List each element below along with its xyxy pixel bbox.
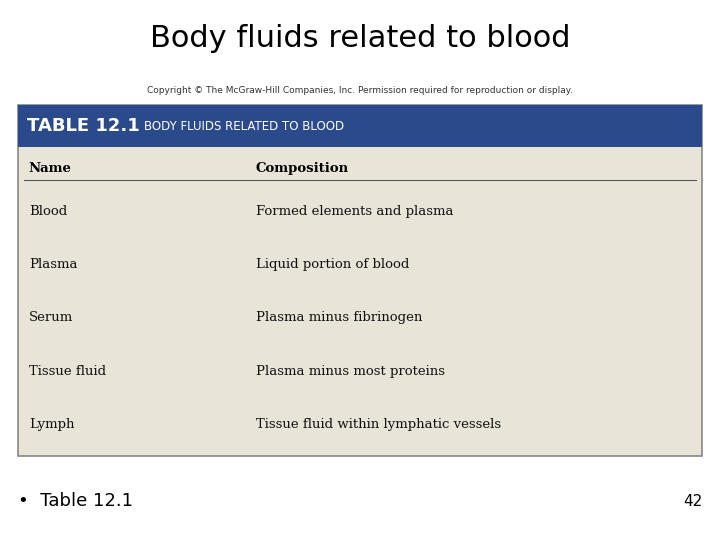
Text: Plasma minus fibrinogen: Plasma minus fibrinogen: [256, 311, 422, 325]
Text: Tissue fluid: Tissue fluid: [29, 364, 106, 377]
Text: Copyright © The McGraw-Hill Companies, Inc. Permission required for reproduction: Copyright © The McGraw-Hill Companies, I…: [147, 86, 573, 96]
Text: Blood: Blood: [29, 205, 67, 218]
Text: Plasma minus most proteins: Plasma minus most proteins: [256, 364, 445, 377]
Text: Plasma: Plasma: [29, 258, 77, 271]
Text: Lymph: Lymph: [29, 418, 74, 431]
Text: Name: Name: [29, 162, 72, 175]
Text: TABLE 12.1: TABLE 12.1: [27, 117, 140, 135]
Text: Serum: Serum: [29, 311, 73, 325]
Text: 42: 42: [683, 494, 702, 509]
Text: •  Table 12.1: • Table 12.1: [18, 492, 133, 510]
Text: Body fluids related to blood: Body fluids related to blood: [150, 24, 570, 53]
Text: Formed elements and plasma: Formed elements and plasma: [256, 205, 453, 218]
Text: BODY FLUIDS RELATED TO BLOOD: BODY FLUIDS RELATED TO BLOOD: [144, 119, 344, 133]
Bar: [18, 105, 702, 456]
Text: Tissue fluid within lymphatic vessels: Tissue fluid within lymphatic vessels: [256, 418, 500, 431]
Text: Composition: Composition: [256, 162, 348, 175]
Bar: [18, 105, 702, 147]
Text: Liquid portion of blood: Liquid portion of blood: [256, 258, 409, 271]
